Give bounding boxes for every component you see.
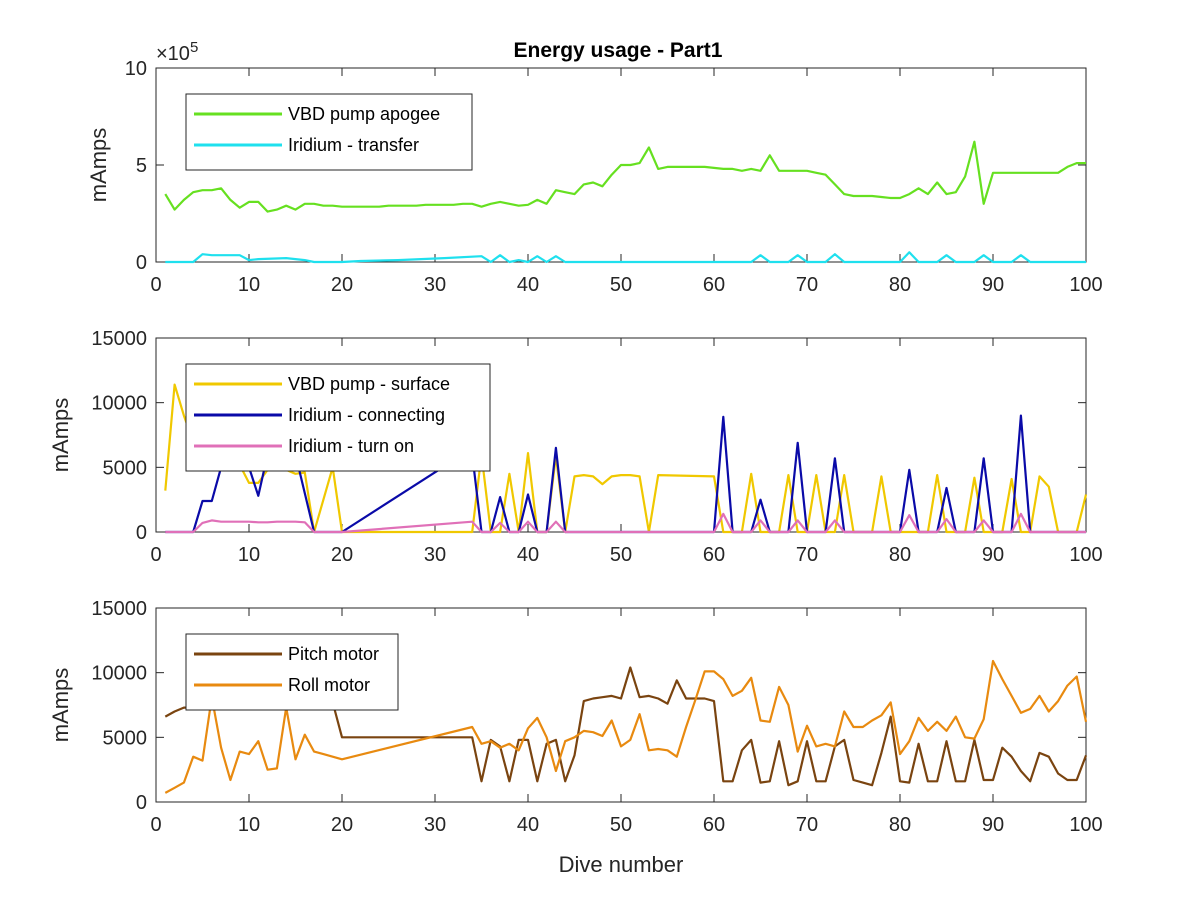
x-tick-label: 70 <box>796 544 818 566</box>
x-tick-label: 70 <box>796 274 818 296</box>
x-tick-label: 20 <box>331 274 353 296</box>
y-tick-label: 0 <box>136 792 147 814</box>
x-tick-label: 10 <box>238 274 260 296</box>
x-tick-label: 30 <box>424 274 446 296</box>
x-tick-label: 100 <box>1069 814 1102 836</box>
y-tick-label: 0 <box>136 252 147 274</box>
plot-panel-energy-bottom: 0 10 20 30 40 50 60 70 80 90 100 0 5000 10000 15000 mAm… <box>48 598 1103 877</box>
figure-title: Energy usage - Part1 <box>514 39 723 62</box>
y-tick-label: 0 <box>136 522 147 544</box>
x-axis-label: Dive number <box>559 852 684 877</box>
x-tick-label: 0 <box>150 814 161 836</box>
x-tick-label: 10 <box>238 814 260 836</box>
y-axis-label: mAmps <box>48 668 73 743</box>
legend: VBD pump - surface Iridium - connecting Ir… <box>185 363 491 472</box>
x-tick-label: 60 <box>703 814 725 836</box>
x-tick-label: 0 <box>150 274 161 296</box>
y-exponent-power: 5 <box>190 39 198 56</box>
y-tick-label: 5000 <box>103 727 148 749</box>
y-tick-label: 10000 <box>91 663 147 685</box>
legend-box <box>185 363 491 472</box>
series-line-iridium-transfer <box>165 251 1086 264</box>
x-tick-label: 70 <box>796 814 818 836</box>
x-tick-label: 0 <box>150 544 161 566</box>
x-tick-label: 80 <box>889 814 911 836</box>
legend-label-roll-motor: Roll motor <box>288 675 370 695</box>
y-tick-label: 5 <box>136 155 147 177</box>
x-tick-label: 100 <box>1069 544 1102 566</box>
plot-panel-energy-middle: 0 10 20 30 40 50 60 70 80 90 100 0 5000 10000 15000 mAm… <box>48 328 1103 566</box>
legend: VBD pump apogee Iridium - transfer <box>185 93 473 171</box>
x-tick-label: 50 <box>610 814 632 836</box>
x-tick-label: 40 <box>517 544 539 566</box>
y-tick-label: 15000 <box>91 328 147 350</box>
legend-box <box>185 633 399 711</box>
x-tick-label: 20 <box>331 814 353 836</box>
x-tick-label: 60 <box>703 274 725 296</box>
x-tick-label: 80 <box>889 274 911 296</box>
x-tick-label: 30 <box>424 544 446 566</box>
legend-box <box>185 93 473 171</box>
legend: Pitch motor Roll motor <box>185 633 399 711</box>
y-axis-label: mAmps <box>86 128 111 203</box>
y-axis-label: mAmps <box>48 398 73 473</box>
y-tick-label: 10 <box>125 58 147 80</box>
x-tick-label: 80 <box>889 544 911 566</box>
legend-label-iridium-turn-on: Iridium - turn on <box>288 436 414 456</box>
x-tick-label: 20 <box>331 544 353 566</box>
series-line-vbd-pump-apogee <box>164 140 1086 213</box>
y-tick-label: 5000 <box>103 457 148 479</box>
legend-label-pitch-motor: Pitch motor <box>288 644 379 664</box>
x-tick-label: 60 <box>703 544 725 566</box>
x-tick-label: 40 <box>517 274 539 296</box>
x-tick-label: 100 <box>1069 274 1102 296</box>
legend-label-iridium-transfer: Iridium - transfer <box>288 135 419 155</box>
series-line-roll-motor <box>164 659 1088 794</box>
legend-label-iridium-connecting: Iridium - connecting <box>288 405 445 425</box>
x-tick-label: 90 <box>982 274 1004 296</box>
y-tick-label: 15000 <box>91 598 147 620</box>
legend-label-vbd-pump-apogee: VBD pump apogee <box>288 104 440 124</box>
series-line-iridium-turn-on <box>165 512 1086 534</box>
legend-label-vbd-pump-surface: VBD pump - surface <box>288 374 450 394</box>
x-tick-label: 30 <box>424 814 446 836</box>
x-tick-label: 50 <box>610 274 632 296</box>
x-tick-label: 10 <box>238 544 260 566</box>
y-tick-label: 10000 <box>91 393 147 415</box>
x-tick-label: 40 <box>517 814 539 836</box>
x-tick-label: 50 <box>610 544 632 566</box>
x-tick-label: 90 <box>982 814 1004 836</box>
x-tick-label: 90 <box>982 544 1004 566</box>
